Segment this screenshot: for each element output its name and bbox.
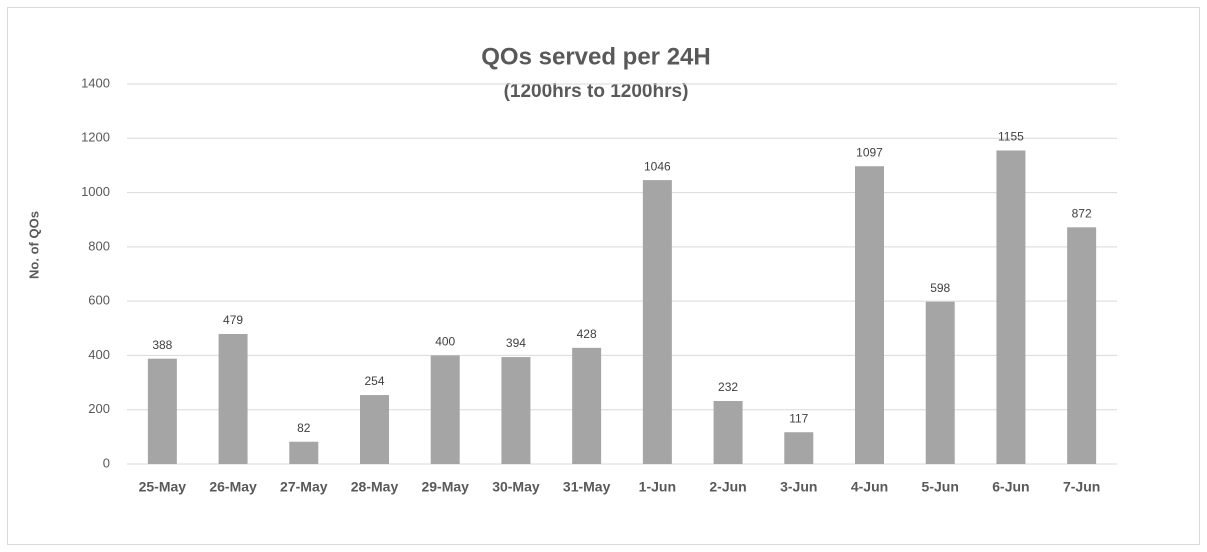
x-tick-label: 31-May [563,479,611,495]
bar [996,150,1026,464]
bar [925,301,955,464]
data-label: 872 [1072,206,1092,220]
bar [218,333,248,464]
y-axis-label: No. of QOs [26,211,41,279]
x-tick-label: 5-Jun [922,479,959,495]
data-label: 1155 [998,130,1024,144]
bar [572,347,602,464]
data-label: 117 [789,411,808,425]
y-tick-label: 800 [88,238,110,253]
bar [642,180,672,465]
x-tick-label: 7-Jun [1063,479,1100,495]
data-label: 1046 [644,159,671,173]
y-tick-label: 200 [88,401,110,416]
x-tick-label: 29-May [421,479,469,495]
y-tick-label: 0 [103,455,110,470]
bar [360,395,389,464]
data-label: 232 [718,380,738,394]
x-tick-label: 28-May [351,479,399,495]
bar [713,401,743,464]
data-label: 479 [223,313,243,327]
data-label: 428 [577,327,597,341]
y-tick-label: 1200 [81,130,110,145]
x-tick-label: 1-Jun [639,479,676,495]
y-tick-label: 1000 [81,184,110,199]
x-tick-label: 26-May [209,479,257,495]
data-label: 1097 [856,145,883,159]
data-label: 254 [364,374,384,388]
data-label: 388 [152,338,172,352]
y-tick-label: 400 [88,347,110,362]
bar [430,355,460,464]
y-tick-label: 1400 [81,75,110,90]
data-label: 394 [506,336,526,350]
x-tick-label: 4-Jun [851,479,888,495]
data-label: 598 [930,281,950,295]
x-tick-label: 3-Jun [780,479,817,495]
x-tick-label: 2-Jun [709,479,746,495]
y-tick-label: 600 [88,293,110,308]
bar [1067,227,1097,464]
chart-subtitle: (1200hrs to 1200hrs) [504,81,689,102]
bar [501,357,531,464]
x-tick-label: 25-May [139,479,187,495]
bar [855,166,884,464]
x-tick-label: 27-May [280,479,328,495]
x-tick-label: 30-May [492,479,540,495]
bar [147,358,177,464]
data-label: 400 [435,335,455,349]
bar [289,441,319,464]
bar [784,432,814,464]
data-label: 82 [297,421,311,435]
chart-title: QOs served per 24H [481,43,710,70]
x-tick-label: 6-Jun [992,479,1029,495]
